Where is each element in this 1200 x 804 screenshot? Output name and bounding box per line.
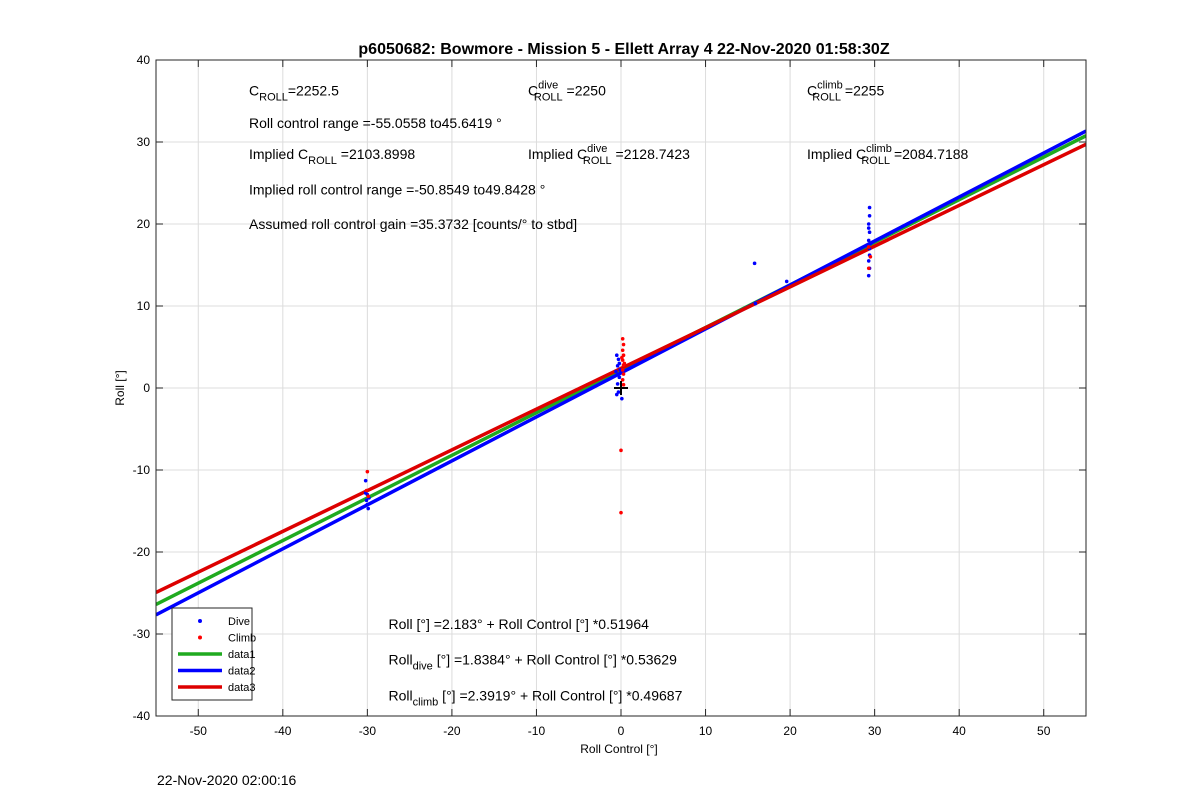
annotations: CROLL=2252.5 Cdive ROLL =2250 Cclimb ROLL =2… xyxy=(249,79,969,708)
fit-line-data2 xyxy=(156,129,1086,617)
y-tick-label: 40 xyxy=(137,53,151,67)
legend-label: data1 xyxy=(228,649,256,661)
annotation: Implied CROLL =2103.8998 xyxy=(249,146,415,167)
climb-point xyxy=(620,348,625,353)
dive-point xyxy=(866,273,871,278)
annotation: Roll [°] =2.183° + Roll Control [°] *0.5… xyxy=(389,616,650,632)
dive-point xyxy=(617,375,622,380)
y-tick-label: -30 xyxy=(133,627,151,641)
dive-point xyxy=(866,238,871,243)
legend[interactable]: Dive Climb data1 data2 data3 xyxy=(171,607,256,701)
chart-title: p6050682: Bowmore - Mission 5 - Ellett A… xyxy=(358,41,889,58)
y-tick-label: -20 xyxy=(133,545,151,559)
dive-point xyxy=(365,502,370,507)
y-tick-label: -40 xyxy=(133,709,151,723)
climb-point xyxy=(365,469,370,474)
dive-point xyxy=(868,241,873,246)
climb-point xyxy=(366,494,371,499)
legend-swatch-climb xyxy=(198,635,202,640)
climb-point xyxy=(868,254,873,259)
x-tick-label: 10 xyxy=(699,724,713,738)
annotation: Cdive ROLL =2250 xyxy=(528,79,606,103)
dive-point xyxy=(618,368,622,372)
annotation: Rollclimb [°] =2.3919° + Roll Control [°… xyxy=(389,687,683,708)
data-points xyxy=(363,205,873,515)
y-tick-label: 0 xyxy=(143,381,150,395)
x-axis-label: Roll Control [°] xyxy=(580,742,658,756)
legend-label: Dive xyxy=(228,616,250,628)
climb-point xyxy=(364,488,369,493)
climb-point xyxy=(619,510,623,515)
climb-point xyxy=(621,382,626,387)
annotation: CROLL=2252.5 xyxy=(249,82,339,103)
climb-point xyxy=(620,337,625,341)
dive-point xyxy=(366,506,371,511)
dive-point xyxy=(363,478,368,483)
plot-frame xyxy=(155,59,1087,717)
dive-point xyxy=(615,382,620,386)
x-tick-label: -30 xyxy=(359,724,377,738)
origin-marker xyxy=(614,381,628,395)
tick-labels: -50 -40 -30 -20 -10 0 10 20 30 40 50 -40 -30 -20 -10 0 1… xyxy=(133,53,1051,738)
y-axis-label: Roll [°] xyxy=(113,370,127,405)
x-tick-label: 0 xyxy=(618,724,625,738)
axes xyxy=(155,59,1087,717)
climb-point xyxy=(866,245,871,249)
dive-point xyxy=(784,279,789,284)
dive-point xyxy=(364,498,369,503)
dive-point xyxy=(620,396,624,401)
annotation: Roll control range =-55.0558 to45.6419 ° xyxy=(249,115,502,131)
dive-point xyxy=(617,361,622,366)
climb-point xyxy=(622,361,627,366)
dive-point xyxy=(867,214,872,218)
x-tick-label: 20 xyxy=(783,724,797,738)
dive-point xyxy=(616,357,621,362)
dive-point xyxy=(614,369,618,374)
climb-point xyxy=(620,378,625,382)
x-tick-label: -50 xyxy=(190,724,208,738)
climb-point xyxy=(866,266,871,271)
annotation: Cclimb ROLL =2255 xyxy=(807,79,884,103)
climb-point xyxy=(620,368,625,372)
dive-point xyxy=(867,230,872,234)
annotation: Implied roll control range =-50.8549 to4… xyxy=(249,181,545,197)
footer-timestamp: 22-Nov-2020 02:00:16 xyxy=(157,772,297,788)
y-tick-label: 20 xyxy=(137,217,151,231)
dive-point xyxy=(614,392,619,397)
x-tick-label: -20 xyxy=(443,724,461,738)
annotation: Implied Cdive ROLL =2128.7423 xyxy=(528,143,690,167)
dive-point xyxy=(866,259,871,263)
dive-point xyxy=(867,205,872,210)
dive-point xyxy=(866,222,871,226)
x-tick-label: 50 xyxy=(1037,724,1051,738)
annotation: Assumed roll control gain =35.3732 [coun… xyxy=(249,216,577,232)
x-tick-label: 30 xyxy=(868,724,882,738)
dive-point xyxy=(752,261,757,266)
y-tick-label: -10 xyxy=(133,463,151,477)
y-tick-label: 10 xyxy=(137,299,151,313)
climb-point xyxy=(620,355,624,360)
dive-point xyxy=(614,353,619,358)
dive-point xyxy=(753,301,758,306)
climb-point xyxy=(621,342,626,347)
dive-point xyxy=(866,226,871,230)
legend-label: data3 xyxy=(228,682,256,694)
legend-label: data2 xyxy=(228,666,256,678)
climb-point xyxy=(619,448,623,453)
climb-point xyxy=(621,372,626,376)
x-tick-label: 40 xyxy=(953,724,967,738)
annotation: Implied Cclimb ROLL =2084.7188 xyxy=(807,143,969,167)
legend-label: Climb xyxy=(228,633,256,645)
legend-swatch-dive xyxy=(198,619,202,623)
x-tick-label: -40 xyxy=(274,724,292,738)
x-tick-label: -10 xyxy=(528,724,546,738)
y-tick-label: 30 xyxy=(137,135,151,149)
annotation: Rolldive [°] =1.8384° + Roll Control [°]… xyxy=(389,651,678,672)
